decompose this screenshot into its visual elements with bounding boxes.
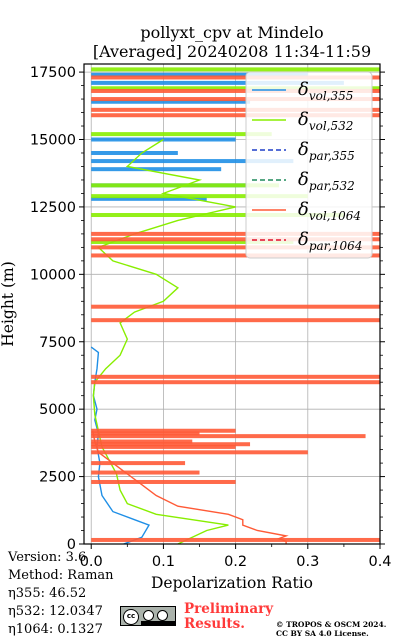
y-tick-label: 12500 <box>30 200 76 216</box>
series-burst <box>91 479 236 484</box>
legend-label: δpar,1064 <box>298 229 362 253</box>
series-burst <box>91 239 294 244</box>
x-tick-label: 0.0 <box>80 554 103 570</box>
series-burst <box>91 159 294 164</box>
preliminary-line1: Preliminary <box>184 601 274 617</box>
x-tick-label: 0.2 <box>224 554 247 570</box>
cc-by-sa-icon: cc <box>120 606 176 626</box>
y-tick-label: 15000 <box>30 133 76 149</box>
series-burst <box>91 431 200 436</box>
series-burst <box>91 99 251 104</box>
series-burst <box>91 213 344 218</box>
series-burst <box>91 428 236 433</box>
eta1064-text: η1064: 0.1327 <box>8 622 103 637</box>
chart-title-line2: [Averaged] 20240208 11:34-11:59 <box>93 42 371 61</box>
y-tick-label: 0 <box>67 537 76 553</box>
series-burst <box>91 245 380 250</box>
series-burst <box>91 113 380 118</box>
y-tick-label: 17500 <box>30 65 76 81</box>
preliminary-line2: Results. <box>184 616 245 632</box>
series-burst <box>91 374 380 379</box>
series-burst <box>91 231 380 236</box>
series-burst <box>91 304 380 309</box>
legend-label: δvol,355 <box>298 79 353 103</box>
eta355-text: η355: 46.52 <box>8 586 87 601</box>
series-burst <box>91 439 193 444</box>
series-burst <box>91 434 366 439</box>
copyright-line2: CC BY SA 4.0 License. <box>276 629 369 638</box>
series-burst <box>91 75 380 80</box>
series-burst <box>91 167 222 172</box>
series-burst <box>91 450 308 455</box>
y-tick-label: 5000 <box>39 402 76 418</box>
x-tick-label: 0.3 <box>296 554 319 570</box>
version-text: Version: 3.6 <box>8 550 87 565</box>
series-burst <box>91 196 207 201</box>
series-burst <box>91 80 344 85</box>
legend: δvol,355 δvol,532 δpar,355 δpar,532 δvol,106… <box>245 71 373 259</box>
series-burst <box>91 444 236 449</box>
series-burst <box>91 86 380 91</box>
series-burst <box>91 97 380 102</box>
series-burst <box>91 380 380 385</box>
y-tick-label: 2500 <box>39 470 76 486</box>
y-tick-label: 10000 <box>30 267 76 283</box>
method-text: Method: Raman <box>8 568 114 583</box>
eta532-text: η532: 12.0347 <box>8 604 103 619</box>
series-line <box>92 138 236 544</box>
copyright-notice: © TROPOS & OSCM 2024. CC BY SA 4.0 Licen… <box>276 620 386 638</box>
series-burst <box>91 72 308 77</box>
y-tick-label: 7500 <box>39 335 76 351</box>
series-burst <box>91 318 380 323</box>
chart-title-line1: pollyxt_cpv at Mindelo <box>140 23 323 42</box>
copyright-line1: © TROPOS & OSCM 2024. <box>276 620 387 629</box>
legend-label: δpar,532 <box>298 169 355 193</box>
y-axis-label: Height (m) <box>0 261 17 347</box>
plot-area <box>90 67 380 544</box>
metadata-block: Version: 3.6 Method: Raman η355: 46.52 η… <box>8 549 114 639</box>
series-burst <box>91 67 380 72</box>
legend-label: δvol,532 <box>298 109 353 133</box>
series-burst <box>91 150 178 155</box>
series-burst <box>91 537 380 542</box>
series-burst <box>91 107 380 112</box>
x-axis-label: Depolarization Ratio <box>151 574 313 592</box>
series-burst <box>91 132 272 137</box>
series-burst <box>91 183 279 188</box>
series-burst <box>91 470 200 475</box>
series-burst <box>91 194 308 199</box>
plot-frame <box>83 63 381 545</box>
x-tick-label: 0.1 <box>152 554 175 570</box>
x-tick-label: 0.4 <box>368 554 391 570</box>
legend-box <box>245 71 373 259</box>
series-layer <box>90 67 380 544</box>
series-burst <box>91 461 186 466</box>
preliminary-notice: Preliminary Results. <box>184 602 273 632</box>
series-burst <box>91 237 380 242</box>
series-line <box>92 430 289 544</box>
series-burst <box>91 88 380 93</box>
series-burst <box>91 442 251 447</box>
legend-label: δpar,355 <box>298 139 355 163</box>
axis-ticks: 0.0 0.1 0.2 0.3 0.4 0 2500 5000 7500 10000 12500 15… <box>30 65 392 570</box>
series-burst <box>91 253 380 258</box>
series-burst <box>91 137 236 142</box>
legend-label: δvol,1064 <box>298 199 361 223</box>
